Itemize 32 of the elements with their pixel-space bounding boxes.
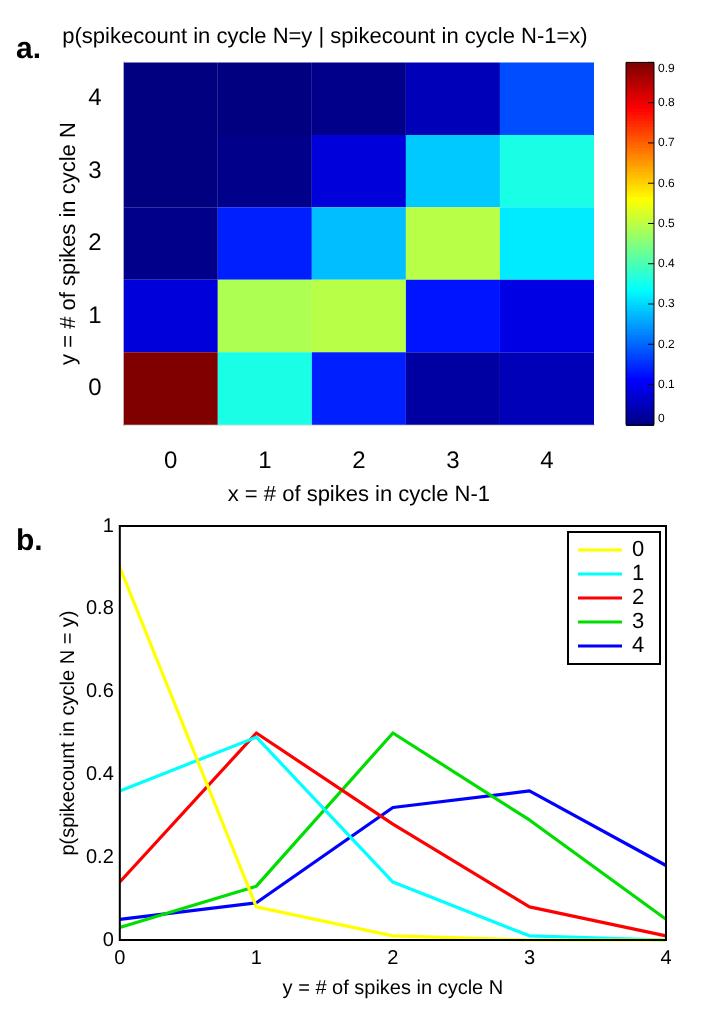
y-tick-label: 0.6 [85, 681, 115, 704]
x-tick-label: 4 [660, 947, 673, 970]
x-tick-label: 1 [250, 947, 263, 970]
x-tick-label: 4 [540, 445, 555, 474]
y-tick-label: 4 [88, 83, 103, 112]
x-tick-label: 2 [387, 947, 400, 970]
x-tick-label: 3 [446, 445, 461, 474]
legend-label: 2 [632, 586, 645, 611]
chart-title: p(spikecount in cycle N=y | spikecount in cycle N-1=x) [62, 25, 588, 50]
x-tick-label: 3 [523, 947, 536, 970]
y-tick-label: 0 [102, 929, 115, 952]
y-tick-label: 0 [88, 373, 103, 402]
y-tick-label: 0.4 [85, 763, 115, 786]
y-tick-label: 2 [88, 228, 103, 257]
x-tick-label: 0 [164, 445, 179, 474]
x-tick-label: 1 [258, 445, 273, 474]
legend-label: 1 [632, 562, 645, 587]
y-axis-title: y = # of spikes in cycle N [57, 122, 82, 365]
y-tick-label: 0.8 [85, 598, 115, 621]
x-tick-label: 2 [352, 445, 367, 474]
text: a. [16, 32, 42, 66]
x-axis-title: y = # of spikes in cycle N [282, 977, 504, 1000]
y-tick-label: 0.2 [85, 846, 115, 869]
y-tick-label: 3 [88, 155, 103, 184]
legend-label: 0 [632, 538, 645, 563]
y-tick-label: 1 [88, 300, 103, 329]
text: b. [16, 524, 43, 558]
legend-label: 3 [632, 610, 645, 635]
y-axis-title: p(spikecount in cycle N = y) [57, 610, 80, 856]
x-axis-title: x = # of spikes in cycle N-1 [227, 482, 491, 507]
legend-label: 4 [632, 634, 645, 659]
y-tick-label: 1 [102, 515, 115, 538]
